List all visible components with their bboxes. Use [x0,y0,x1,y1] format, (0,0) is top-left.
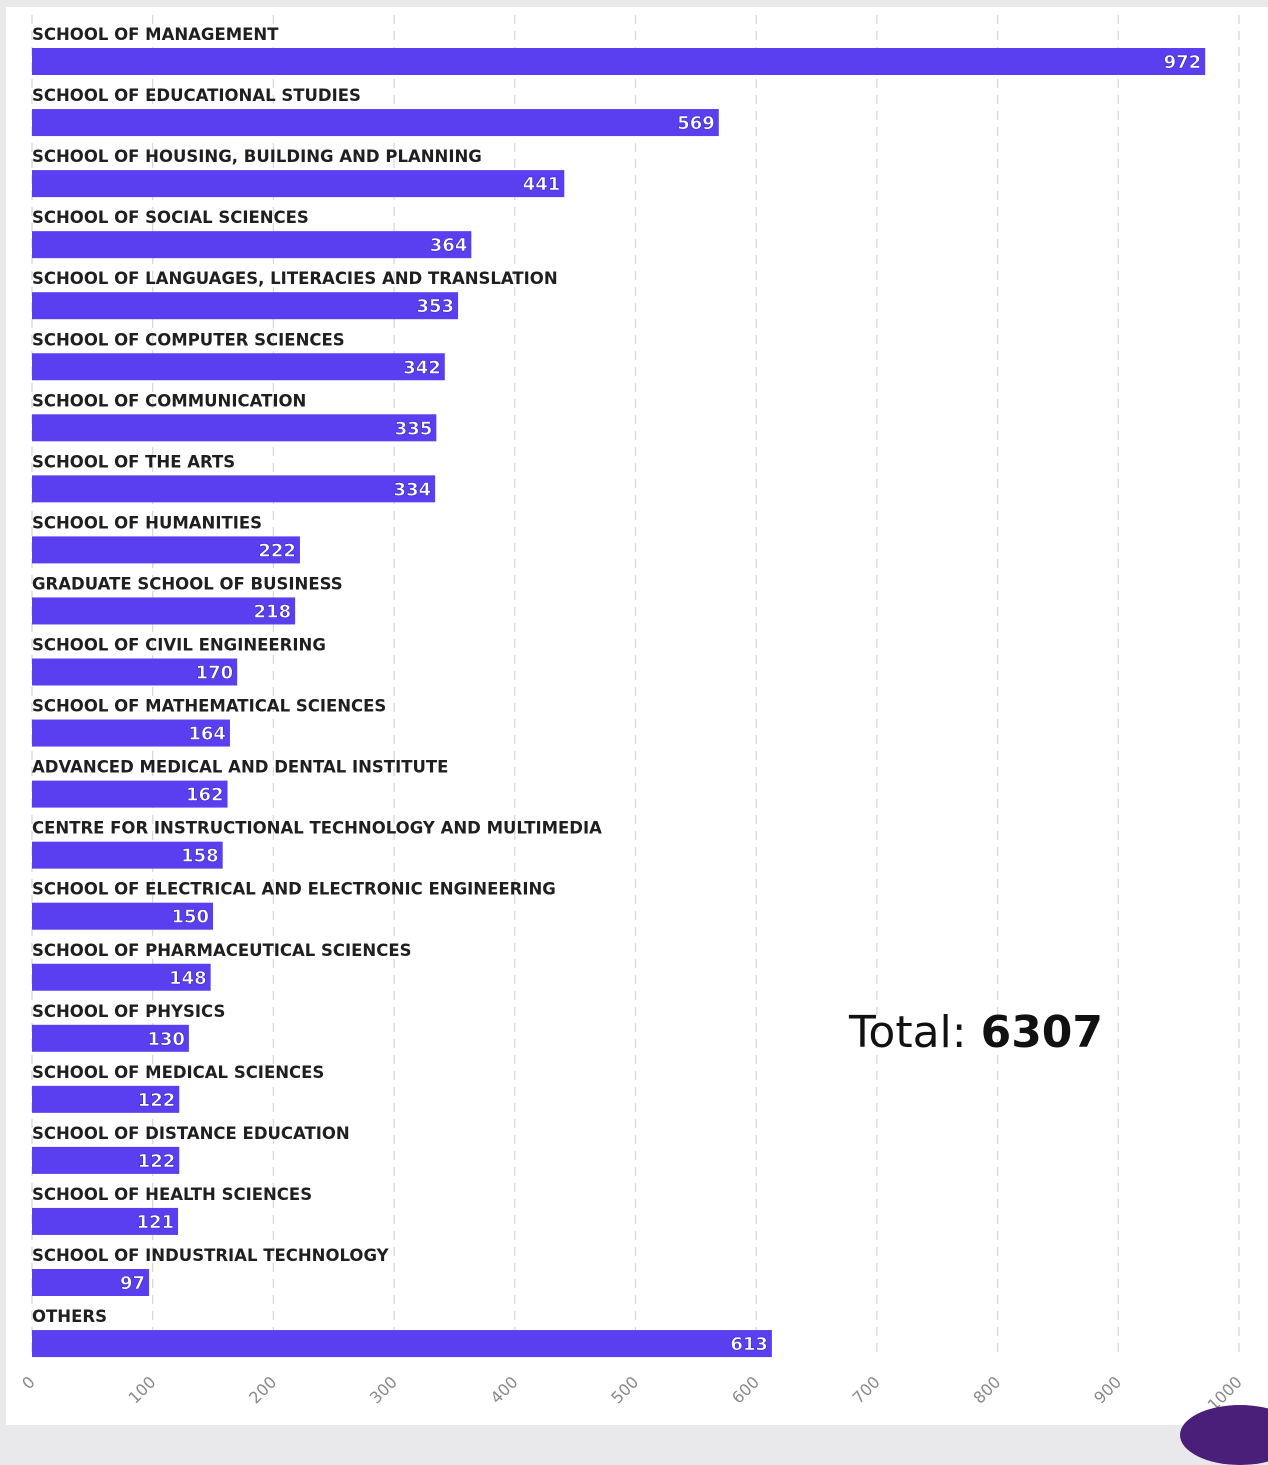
x-tick-label: 500 [607,1372,642,1407]
bar [32,597,296,625]
category-label: SCHOOL OF HOUSING, BUILDING AND PLANNING [32,147,482,166]
x-tick-label: 800 [969,1372,1004,1407]
value-label: 222 [258,540,296,561]
category-label: SCHOOL OF THE ARTS [32,452,235,471]
category-label: SCHOOL OF LANGUAGES, LITERACIES AND TRAN… [32,269,558,288]
x-tick-label: 300 [366,1372,401,1407]
bars: SCHOOL OF MANAGEMENT 972 SCHOOL OF EDUCATI… [32,25,1206,1358]
value-label: 441 [523,174,561,195]
bar [32,902,214,930]
category-label: SCHOOL OF COMPUTER SCIENCES [32,330,345,349]
category-label: SCHOOL OF HEALTH SCIENCES [32,1185,312,1204]
value-label: 97 [120,1273,145,1294]
category-label: OTHERS [32,1307,107,1326]
category-label: SCHOOL OF ELECTRICAL AND ELECTRONIC ENGI… [32,880,556,899]
bar [32,1269,150,1296]
bar [32,475,436,503]
category-label: SCHOOL OF MEDICAL SCIENCES [32,1063,324,1082]
x-tick-label: 900 [1090,1372,1125,1407]
category-label: SCHOOL OF HUMANITIES [32,513,262,532]
bar [32,292,459,320]
value-label: 122 [138,1151,176,1172]
x-tick-label: 600 [728,1372,763,1407]
bar [32,1085,180,1113]
bar [32,170,565,198]
bar [32,719,230,747]
category-label: ADVANCED MEDICAL AND DENTAL INSTITUTE [32,758,448,777]
bar [32,1024,189,1052]
category-label: SCHOOL OF EDUCATIONAL STUDIES [32,86,361,105]
value-label: 218 [254,601,292,622]
value-label: 353 [416,296,454,317]
value-label: 972 [1164,52,1202,73]
x-tick-label: 200 [245,1372,280,1407]
value-label: 121 [136,1212,174,1233]
x-tick-label: 400 [487,1372,522,1407]
category-label: SCHOOL OF DISTANCE EDUCATION [32,1124,350,1143]
bar [32,109,719,137]
bar [32,353,445,381]
value-label: 122 [138,1090,176,1111]
x-tick-label: 100 [124,1372,159,1407]
category-label: SCHOOL OF SOCIAL SCIENCES [32,208,309,227]
total-summary: Total: 6307 [849,1007,1103,1058]
category-label: SCHOOL OF PHYSICS [32,1002,225,1021]
bar [32,414,437,442]
category-label: GRADUATE SCHOOL OF BUSINESS [32,574,343,593]
value-label: 170 [196,663,234,684]
category-label: SCHOOL OF CIVIL ENGINEERING [32,636,326,655]
bar [32,231,472,259]
total-label: Total: [849,1007,981,1058]
bar [32,1330,772,1358]
value-label: 342 [403,357,441,378]
bar [32,1146,180,1174]
x-tick-label: 700 [849,1372,884,1407]
category-label: CENTRE FOR INSTRUCTIONAL TECHNOLOGY AND … [32,819,602,838]
bar [32,841,223,869]
bar-chart: SCHOOL OF MANAGEMENT 972 SCHOOL OF EDUCATI… [18,15,1246,1415]
x-axis-ticks: 0 100 200 300 400 500 600 700 800 900 1000 [18,1372,1246,1414]
category-label: SCHOOL OF MANAGEMENT [32,25,279,44]
x-tick-label: 0 [18,1372,39,1393]
value-label: 613 [730,1334,768,1355]
value-label: 335 [395,418,433,439]
value-label: 569 [677,113,715,134]
bar [32,658,238,686]
value-label: 164 [188,724,226,745]
chart-frame: SCHOOL OF MANAGEMENT 972 SCHOOL OF EDUCATI… [6,7,1268,1425]
value-label: 364 [430,235,468,256]
value-label: 162 [186,785,224,806]
value-label: 150 [171,907,209,928]
bar [32,48,1206,75]
category-label: SCHOOL OF MATHEMATICAL SCIENCES [32,697,386,716]
bar [32,1207,179,1235]
category-label: SCHOOL OF PHARMACEUTICAL SCIENCES [32,941,412,960]
value-label: 130 [147,1029,185,1050]
value-label: 158 [181,846,219,867]
category-label: SCHOOL OF COMMUNICATION [32,391,306,410]
value-label: 334 [394,479,432,500]
category-label: SCHOOL OF INDUSTRIAL TECHNOLOGY [32,1246,390,1265]
value-label: 148 [169,968,207,989]
total-value: 6307 [980,1007,1104,1058]
bar [32,963,211,991]
bar [32,536,300,564]
bar [32,780,228,808]
